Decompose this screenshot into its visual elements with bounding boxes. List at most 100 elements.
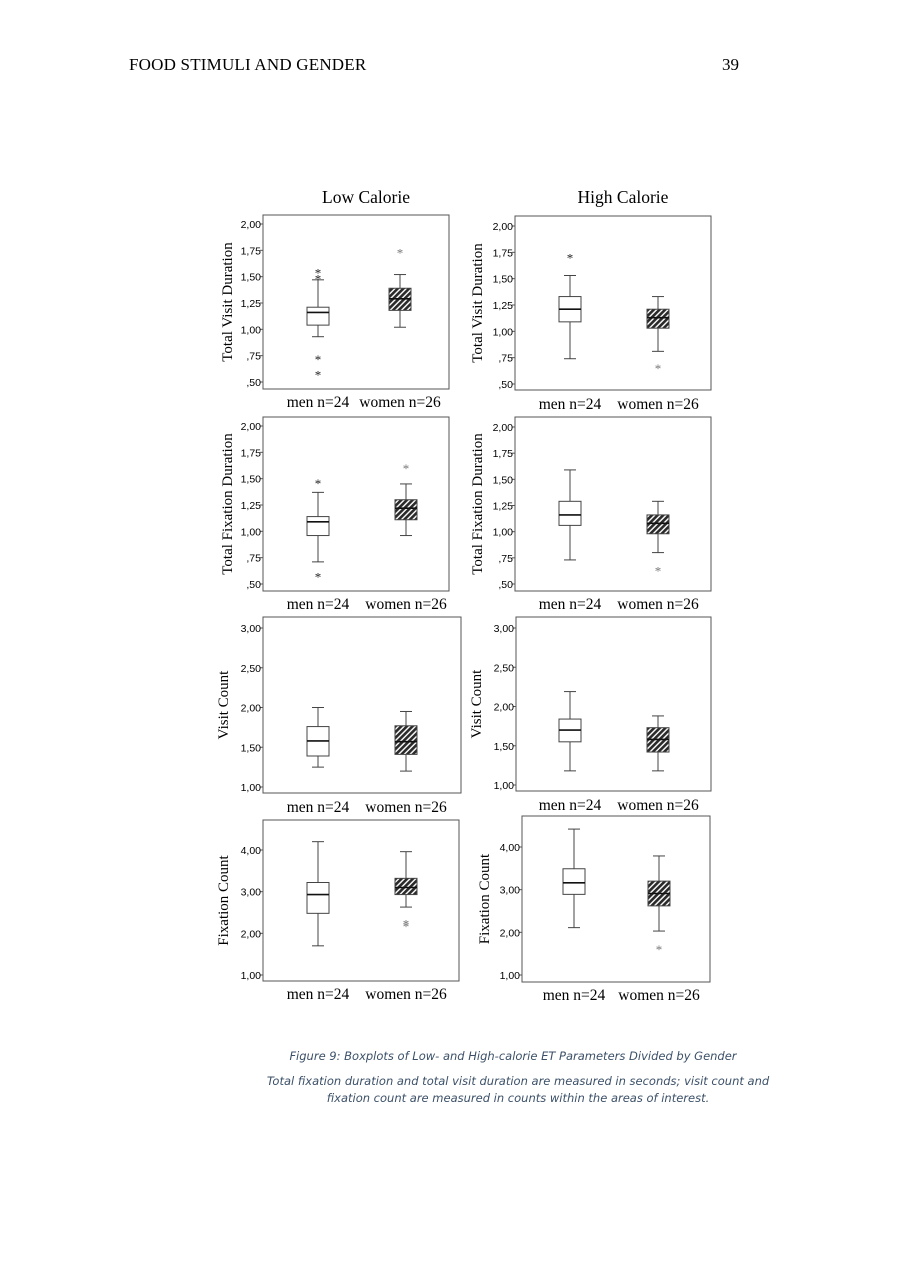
boxplot-panel: 3,00 2,50 2,00 1,50 1,00 Visit Count men n=24 w…	[469, 616, 712, 814]
y-axis-label: Visit Count	[216, 670, 232, 740]
y-tick-label: 3,00	[241, 623, 262, 635]
box-men-open	[306, 516, 330, 537]
y-tick-label: ,50	[498, 379, 513, 391]
boxplot-panel: 3,00 2,50 2,00 1,50 1,00 Visit Count men n=24 w…	[216, 616, 462, 816]
group-label: men n=24	[539, 396, 602, 413]
running-head: FOOD STIMULI AND GENDER	[129, 55, 367, 74]
box-women-hatched	[394, 725, 418, 755]
group-label: women n=26	[618, 987, 700, 1004]
outlier-star: *	[403, 461, 410, 476]
y-axis-label: Total Visit Duration	[220, 242, 236, 362]
figure-caption-note: Total fixation duration and total visit …	[266, 1074, 770, 1105]
y-tick-label: 1,00	[494, 780, 515, 792]
boxplot-panel: 2,00 1,75 1,50 1,25 1,00 ,75 ,50 Total Fixation…	[470, 416, 712, 613]
group-label: men n=24	[539, 797, 602, 814]
box-women-hatched	[394, 877, 418, 896]
y-tick-label: 1,50	[493, 474, 514, 486]
outlier-star: *	[655, 563, 662, 578]
y-tick-label: ,75	[498, 353, 513, 365]
boxplot-panel: 2,00 1,75 1,50 1,25 1,00 ,75 ,50 Total Fixation…	[220, 416, 450, 613]
y-axis-label: Total Fixation Duration	[220, 433, 236, 575]
y-tick-label: 1,25	[493, 501, 514, 513]
y-tick-label: 2,50	[494, 662, 515, 674]
y-tick-label: 4,00	[241, 845, 262, 857]
y-tick-label: 1,50	[493, 274, 514, 286]
plot-frame	[521, 815, 711, 983]
y-tick-label: 1,00	[500, 970, 521, 982]
group-label: women n=26	[365, 986, 447, 1003]
y-tick-label: 1,00	[241, 526, 262, 538]
y-tick-label: 2,00	[493, 221, 514, 233]
group-label: women n=26	[617, 396, 699, 413]
y-tick-label: 1,25	[241, 500, 262, 512]
boxplot-panels: 2,00 1,75 1,50 1,25 1,00 ,75 ,50 Total Visit Du…	[216, 214, 712, 1004]
plot-frame	[262, 616, 462, 794]
y-axis-label: Fixation Count	[477, 853, 493, 944]
group-label: men n=24	[287, 986, 350, 1003]
boxplot-figure: Low Calorie High Calorie 2,00 1,75 1,50 1,2…	[216, 187, 712, 1004]
y-axis-label: Fixation Count	[216, 854, 232, 945]
y-axis-label: Visit Count	[469, 669, 485, 739]
y-tick-label: 1,00	[241, 782, 262, 794]
y-tick-label: 2,50	[241, 663, 262, 675]
group-label: men n=24	[539, 596, 602, 613]
plot-frame	[514, 416, 712, 592]
y-axis-label: Total Fixation Duration	[470, 433, 486, 575]
y-tick-label: ,50	[246, 377, 261, 389]
outlier-star: *	[315, 272, 322, 287]
y-tick-label: 1,00	[493, 527, 514, 539]
outlier-star: *	[656, 942, 663, 957]
y-tick-label: 1,00	[493, 326, 514, 338]
outlier-star: *	[567, 251, 574, 266]
y-tick-label: 1,75	[241, 447, 262, 459]
y-tick-label: 1,00	[241, 324, 262, 336]
y-tick-label: 1,25	[493, 300, 514, 312]
y-tick-label: 2,00	[500, 927, 521, 939]
figure-caption-title: Figure 9: Boxplots of Low- and High-calo…	[289, 1049, 737, 1063]
group-label: men n=24	[543, 987, 606, 1004]
y-tick-label: 2,00	[241, 928, 262, 940]
plot-frame	[262, 214, 450, 390]
y-tick-label: 3,00	[241, 887, 262, 899]
y-tick-label: ,75	[246, 553, 261, 565]
y-tick-label: 4,00	[500, 842, 521, 854]
y-tick-label: 1,00	[241, 970, 262, 982]
column-title-high-calorie: High Calorie	[578, 187, 669, 207]
group-label: men n=24	[287, 596, 350, 613]
outlier-star: *	[655, 361, 662, 376]
box-men-open	[306, 306, 330, 326]
box-women-hatched	[646, 308, 670, 329]
y-tick-label: 3,00	[500, 885, 521, 897]
outlier-star: *	[403, 919, 410, 934]
y-tick-label: ,75	[246, 351, 261, 363]
box-men-open	[562, 868, 586, 895]
outlier-star: *	[315, 570, 322, 585]
y-tick-label: ,50	[498, 579, 513, 591]
boxplot-panel: 2,00 1,75 1,50 1,25 1,00 ,75 ,50 Total Visit Du…	[470, 215, 712, 413]
outlier-star: *	[403, 917, 410, 932]
page-number: 39	[722, 55, 739, 74]
y-tick-label: 3,00	[494, 623, 515, 635]
y-tick-label: 1,75	[241, 245, 262, 257]
group-label: women n=26	[617, 596, 699, 613]
y-tick-label: 2,00	[241, 219, 262, 231]
y-tick-label: 1,75	[493, 448, 514, 460]
box-men-open	[306, 882, 330, 914]
y-tick-label: ,50	[246, 579, 261, 591]
group-label: men n=24	[287, 799, 350, 816]
y-tick-label: ,75	[498, 553, 513, 565]
y-tick-label: 2,00	[241, 421, 262, 433]
box-women-hatched	[646, 514, 670, 535]
outlier-star: *	[397, 245, 404, 260]
group-label: women n=26	[365, 799, 447, 816]
outlier-star: *	[315, 265, 322, 280]
outlier-star: *	[315, 368, 322, 383]
boxplot-panel: 4,00 3,00 2,00 1,00 Fixation Count men n=24 * w…	[477, 815, 711, 1004]
y-tick-label: 1,50	[241, 742, 262, 754]
y-tick-label: 1,25	[241, 298, 262, 310]
group-label: women n=26	[359, 394, 441, 411]
plot-frame	[262, 416, 450, 592]
y-axis-label: Total Visit Duration	[470, 243, 486, 363]
group-label: women n=26	[365, 596, 447, 613]
